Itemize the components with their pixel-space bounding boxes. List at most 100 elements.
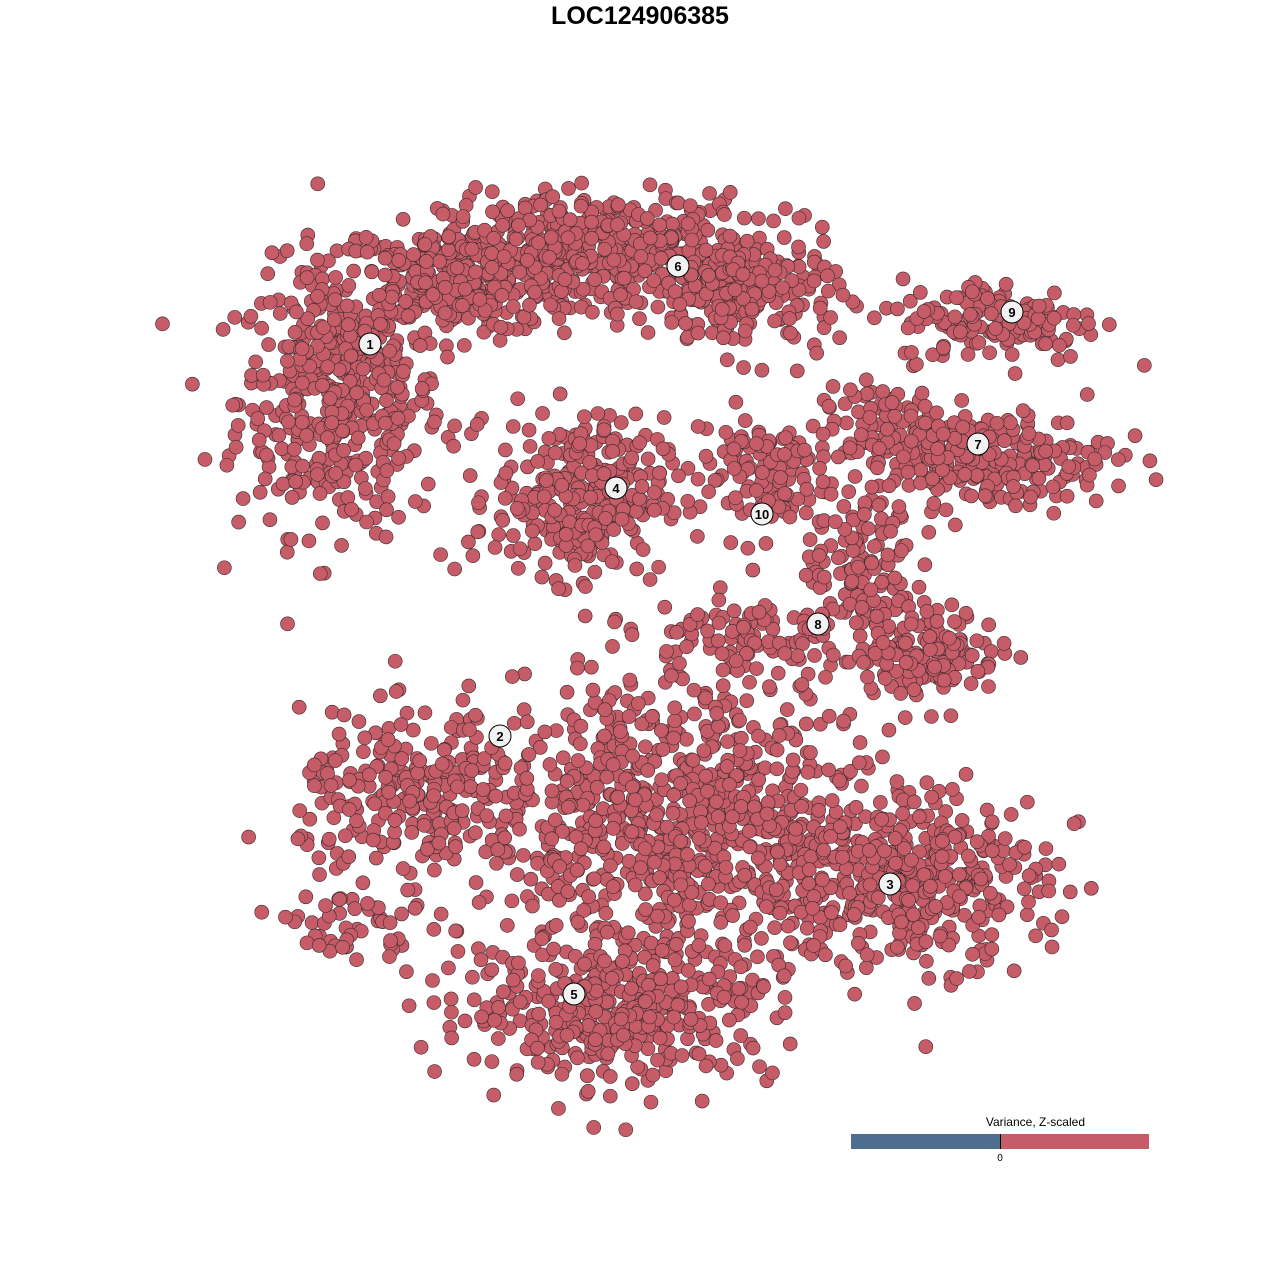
data-point: [610, 217, 625, 233]
data-point: [638, 739, 653, 755]
data-point: [291, 699, 307, 715]
data-point: [1066, 816, 1082, 832]
data-point: [435, 206, 451, 222]
data-point: [484, 184, 500, 200]
data-point: [647, 502, 662, 518]
data-point: [930, 441, 945, 457]
data-point: [410, 765, 425, 781]
data-point: [734, 994, 749, 1010]
data-point: [279, 544, 295, 560]
data-point: [585, 682, 601, 698]
data-point: [674, 1048, 690, 1063]
data-point: [561, 181, 576, 196]
data-point: [284, 490, 300, 505]
data-point: [1002, 857, 1017, 872]
data-point: [324, 704, 340, 720]
data-point: [446, 821, 462, 836]
data-point: [904, 852, 919, 868]
data-point: [751, 728, 766, 744]
data-point: [756, 979, 771, 994]
data-point: [545, 189, 561, 205]
data-point: [863, 582, 879, 598]
data-point: [733, 1028, 748, 1043]
cluster-label-6: 6: [666, 254, 690, 278]
data-point: [231, 514, 246, 530]
data-point: [981, 617, 996, 633]
data-point: [401, 998, 417, 1014]
data-point: [493, 319, 509, 335]
data-point: [634, 479, 650, 494]
data-point: [906, 794, 922, 810]
data-point: [997, 433, 1012, 448]
data-point: [448, 839, 463, 854]
cluster-label-4: 4: [604, 476, 628, 500]
data-point: [527, 284, 542, 300]
data-point: [646, 854, 662, 870]
data-point: [512, 264, 528, 280]
data-point: [406, 247, 421, 262]
data-point: [782, 509, 798, 525]
data-point: [944, 597, 960, 613]
data-point: [874, 812, 890, 827]
data-point: [404, 825, 420, 840]
data-point: [905, 878, 920, 894]
data-point: [477, 222, 492, 238]
data-point: [584, 659, 599, 675]
data-point: [427, 414, 442, 430]
data-point: [316, 320, 331, 335]
data-point: [349, 952, 364, 968]
data-point: [355, 875, 371, 891]
data-point: [954, 813, 970, 828]
data-point: [551, 1101, 566, 1116]
data-point: [484, 962, 500, 978]
data-point: [722, 228, 738, 244]
data-point: [716, 330, 731, 346]
data-point: [449, 260, 465, 276]
data-point: [883, 524, 898, 539]
data-point: [287, 325, 303, 340]
data-point: [450, 779, 465, 795]
data-point: [376, 372, 392, 388]
data-point: [791, 239, 806, 255]
data-point: [396, 364, 411, 379]
data-point: [851, 755, 867, 770]
data-point: [997, 831, 1013, 846]
data-point: [323, 778, 339, 793]
data-point: [928, 899, 943, 914]
data-point: [717, 938, 733, 953]
data-point: [381, 784, 397, 800]
data-point: [825, 379, 841, 394]
data-point: [437, 305, 453, 321]
data-point: [1063, 349, 1078, 364]
data-point: [614, 511, 630, 527]
cluster-label-text: 3: [886, 877, 893, 892]
data-point: [541, 431, 557, 446]
data-point: [597, 241, 612, 257]
data-point: [737, 868, 752, 883]
data-point: [694, 1093, 710, 1109]
data-point: [625, 748, 641, 764]
data-point: [302, 358, 317, 374]
data-point: [519, 714, 535, 730]
data-point: [637, 841, 653, 856]
data-point: [521, 422, 537, 438]
data-point: [961, 848, 976, 864]
data-point: [1081, 316, 1096, 331]
data-point: [835, 849, 850, 865]
data-point: [326, 312, 342, 328]
data-point: [255, 367, 271, 383]
data-point: [299, 236, 315, 252]
data-point: [713, 895, 728, 911]
data-point: [650, 299, 666, 315]
data-point: [261, 337, 276, 352]
data-point: [640, 763, 656, 778]
data-point: [1023, 489, 1038, 505]
data-point: [666, 730, 681, 746]
data-point: [637, 263, 653, 279]
data-point: [315, 515, 330, 531]
data-point: [686, 682, 702, 698]
data-point: [971, 335, 987, 350]
data-point: [495, 984, 511, 999]
data-point: [996, 636, 1012, 651]
data-point: [683, 1011, 699, 1027]
